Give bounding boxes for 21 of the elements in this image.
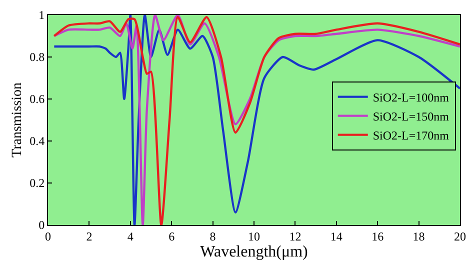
x-tick-label: 14 — [330, 229, 342, 244]
y-tick-label: 0.8 — [30, 50, 45, 64]
x-tick-label: 8 — [210, 229, 216, 244]
y-tick-label: 0.6 — [30, 92, 45, 106]
y-axis-title: Transmission — [10, 82, 26, 158]
x-tick-label: 12 — [289, 229, 302, 244]
y-tick-label: 0.4 — [30, 134, 45, 148]
x-tick-label: 2 — [86, 229, 92, 244]
x-tick-label: 16 — [372, 229, 384, 244]
x-tick-label: 6 — [168, 229, 175, 244]
x-tick-label: 18 — [412, 229, 425, 244]
x-tick-label: 20 — [454, 229, 466, 244]
x-tick-label: 10 — [248, 229, 260, 244]
legend-label: SiO2-L=170nm — [372, 128, 450, 142]
y-tick-label: 0.2 — [30, 176, 45, 190]
y-tick-label: 0 — [38, 218, 45, 232]
x-axis-title: Wavelength(μm) — [200, 243, 308, 260]
legend-label: SiO2-L=100nm — [372, 90, 450, 104]
y-tick-label: 1 — [38, 8, 45, 22]
x-tick-label: 4 — [127, 229, 134, 244]
legend-label: SiO2-L=150nm — [372, 109, 450, 124]
